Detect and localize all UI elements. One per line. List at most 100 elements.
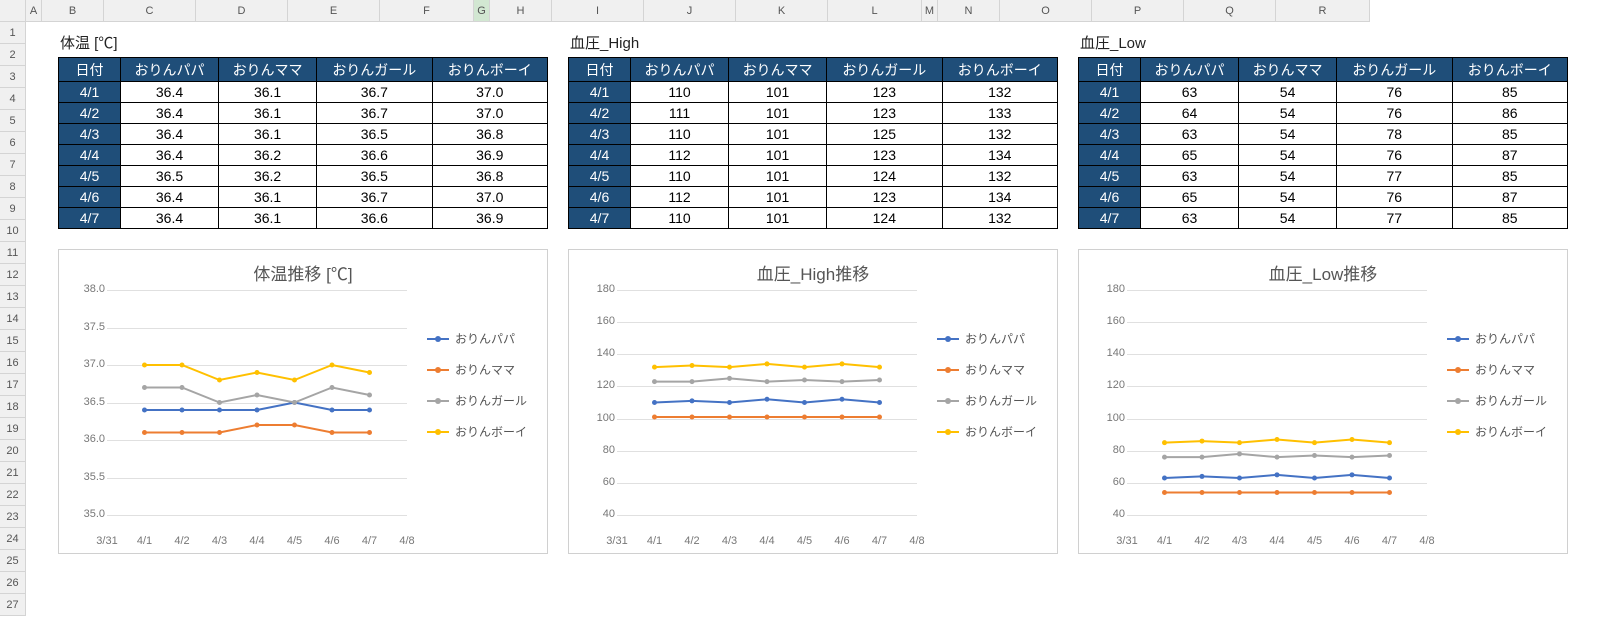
- col-header-F[interactable]: F: [380, 0, 474, 22]
- date-cell[interactable]: 4/6: [569, 187, 631, 208]
- table-row[interactable]: 4/7110101124132: [569, 208, 1058, 229]
- col-header-P[interactable]: P: [1092, 0, 1184, 22]
- value-cell[interactable]: 54: [1239, 124, 1337, 145]
- col-header-C[interactable]: C: [104, 0, 196, 22]
- legend-item[interactable]: おりんママ: [937, 361, 1047, 378]
- value-cell[interactable]: 123: [827, 103, 942, 124]
- table-row[interactable]: 4/236.436.136.737.0: [59, 103, 548, 124]
- value-cell[interactable]: 85: [1452, 166, 1567, 187]
- date-cell[interactable]: 4/5: [1079, 166, 1141, 187]
- value-cell[interactable]: 110: [631, 124, 729, 145]
- value-cell[interactable]: 54: [1239, 145, 1337, 166]
- value-cell[interactable]: 110: [631, 82, 729, 103]
- legend-item[interactable]: おりんボーイ: [937, 423, 1047, 440]
- row-header-1[interactable]: 1: [0, 22, 26, 44]
- person-header[interactable]: おりんボーイ: [1452, 58, 1567, 82]
- value-cell[interactable]: 76: [1337, 187, 1452, 208]
- legend-item[interactable]: おりんママ: [1447, 361, 1557, 378]
- legend-item[interactable]: おりんパパ: [937, 330, 1047, 347]
- value-cell[interactable]: 36.1: [219, 208, 317, 229]
- col-header-L[interactable]: L: [828, 0, 922, 22]
- row-header-4[interactable]: 4: [0, 88, 26, 110]
- person-header[interactable]: おりんガール: [827, 58, 942, 82]
- date-cell[interactable]: 4/3: [59, 124, 121, 145]
- value-cell[interactable]: 101: [729, 208, 827, 229]
- table-row[interactable]: 4/363547885: [1079, 124, 1568, 145]
- legend-item[interactable]: おりんガール: [937, 392, 1047, 409]
- col-header-B[interactable]: B: [42, 0, 104, 22]
- table-row[interactable]: 4/163547685: [1079, 82, 1568, 103]
- value-cell[interactable]: 54: [1239, 82, 1337, 103]
- date-cell[interactable]: 4/1: [569, 82, 631, 103]
- row-header-21[interactable]: 21: [0, 462, 26, 484]
- value-cell[interactable]: 54: [1239, 103, 1337, 124]
- value-cell[interactable]: 112: [631, 187, 729, 208]
- col-header-K[interactable]: K: [736, 0, 828, 22]
- value-cell[interactable]: 76: [1337, 145, 1452, 166]
- value-cell[interactable]: 123: [827, 187, 942, 208]
- value-cell[interactable]: 36.5: [317, 124, 432, 145]
- legend-item[interactable]: おりんガール: [1447, 392, 1557, 409]
- table-row[interactable]: 4/6112101123134: [569, 187, 1058, 208]
- value-cell[interactable]: 101: [729, 82, 827, 103]
- value-cell[interactable]: 36.2: [219, 166, 317, 187]
- col-header-R[interactable]: R: [1276, 0, 1370, 22]
- row-header-24[interactable]: 24: [0, 528, 26, 550]
- row-header-2[interactable]: 2: [0, 44, 26, 66]
- value-cell[interactable]: 36.8: [432, 124, 547, 145]
- table-row[interactable]: 4/665547687: [1079, 187, 1568, 208]
- value-cell[interactable]: 132: [942, 208, 1057, 229]
- col-header-N[interactable]: N: [938, 0, 1000, 22]
- value-cell[interactable]: 36.4: [121, 208, 219, 229]
- col-header-Q[interactable]: Q: [1184, 0, 1276, 22]
- person-header[interactable]: おりんガール: [317, 58, 432, 82]
- value-cell[interactable]: 132: [942, 166, 1057, 187]
- value-cell[interactable]: 36.9: [432, 145, 547, 166]
- value-cell[interactable]: 36.5: [317, 166, 432, 187]
- value-cell[interactable]: 86: [1452, 103, 1567, 124]
- col-header-G[interactable]: G: [474, 0, 490, 22]
- value-cell[interactable]: 76: [1337, 82, 1452, 103]
- value-cell[interactable]: 63: [1141, 124, 1239, 145]
- date-cell[interactable]: 4/2: [569, 103, 631, 124]
- chart-1[interactable]: 血圧_High推移4060801001201401601803/314/14/2…: [568, 249, 1058, 554]
- table-row[interactable]: 4/264547686: [1079, 103, 1568, 124]
- value-cell[interactable]: 87: [1452, 187, 1567, 208]
- row-header-15[interactable]: 15: [0, 330, 26, 352]
- row-header-5[interactable]: 5: [0, 110, 26, 132]
- value-cell[interactable]: 87: [1452, 145, 1567, 166]
- date-cell[interactable]: 4/1: [1079, 82, 1141, 103]
- table-row[interactable]: 4/465547687: [1079, 145, 1568, 166]
- value-cell[interactable]: 36.8: [432, 166, 547, 187]
- row-header-3[interactable]: 3: [0, 66, 26, 88]
- value-cell[interactable]: 65: [1141, 187, 1239, 208]
- value-cell[interactable]: 36.2: [219, 145, 317, 166]
- chart-0[interactable]: 体温推移 [℃]35.035.536.036.537.037.538.03/31…: [58, 249, 548, 554]
- value-cell[interactable]: 123: [827, 82, 942, 103]
- person-header[interactable]: おりんママ: [219, 58, 317, 82]
- legend-item[interactable]: おりんパパ: [427, 330, 537, 347]
- value-cell[interactable]: 110: [631, 166, 729, 187]
- row-header-27[interactable]: 27: [0, 594, 26, 616]
- row-header-10[interactable]: 10: [0, 220, 26, 242]
- value-cell[interactable]: 77: [1337, 166, 1452, 187]
- chart-2[interactable]: 血圧_Low推移4060801001201401601803/314/14/24…: [1078, 249, 1568, 554]
- value-cell[interactable]: 101: [729, 103, 827, 124]
- value-cell[interactable]: 111: [631, 103, 729, 124]
- table-row[interactable]: 4/2111101123133: [569, 103, 1058, 124]
- table-row[interactable]: 4/5110101124132: [569, 166, 1058, 187]
- person-header[interactable]: おりんガール: [1337, 58, 1452, 82]
- value-cell[interactable]: 36.4: [121, 124, 219, 145]
- value-cell[interactable]: 63: [1141, 208, 1239, 229]
- row-header-13[interactable]: 13: [0, 286, 26, 308]
- legend-item[interactable]: おりんガール: [427, 392, 537, 409]
- value-cell[interactable]: 36.6: [317, 145, 432, 166]
- table-row[interactable]: 4/536.536.236.536.8: [59, 166, 548, 187]
- table-row[interactable]: 4/563547785: [1079, 166, 1568, 187]
- row-header-9[interactable]: 9: [0, 198, 26, 220]
- table-row[interactable]: 4/736.436.136.636.9: [59, 208, 548, 229]
- value-cell[interactable]: 123: [827, 145, 942, 166]
- value-cell[interactable]: 36.7: [317, 187, 432, 208]
- value-cell[interactable]: 132: [942, 124, 1057, 145]
- value-cell[interactable]: 36.4: [121, 103, 219, 124]
